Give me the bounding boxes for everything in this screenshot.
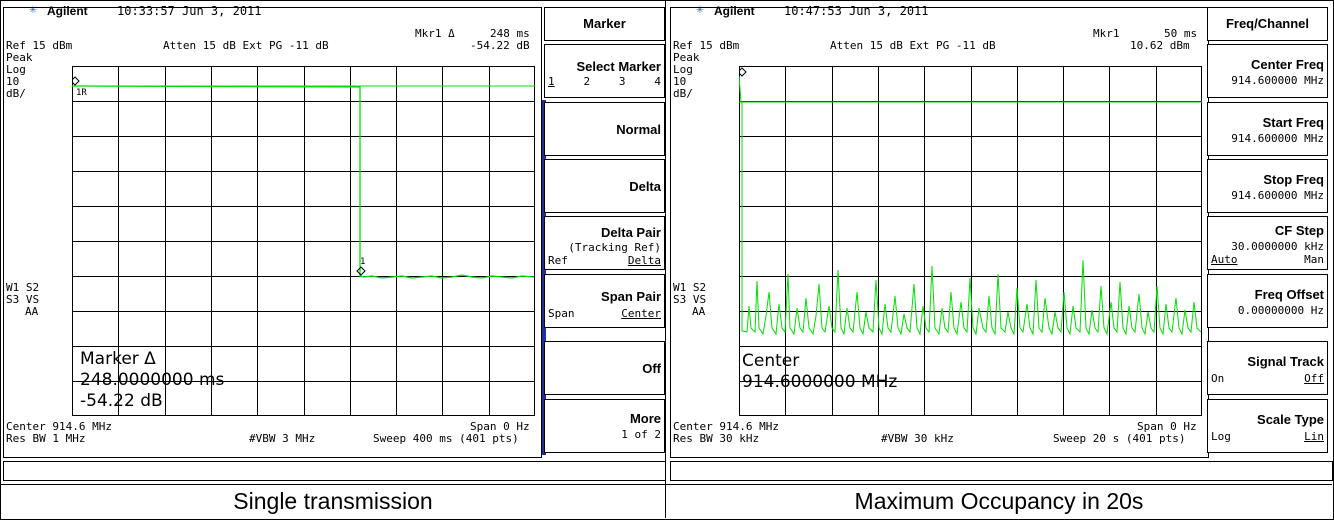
center-freq-key[interactable]: Center Freq 914.600000 MHz (1207, 44, 1328, 98)
trace-mode-w1s2: W1 S2 (6, 281, 40, 294)
status-bar (670, 461, 1333, 481)
ref-level: Ref 15 dBm (673, 39, 740, 52)
caption-left: Single transmission (233, 488, 433, 514)
sweep: Sweep 20 s (401 pts) (1053, 432, 1186, 445)
trace-mode-aa: AA (25, 305, 39, 318)
right-trace-line (739, 75, 1202, 336)
trace-mode-s3vs: S3 VS (6, 293, 40, 306)
cf-step-key[interactable]: CF Step 30.0000000 kHz Auto Man (1207, 216, 1328, 270)
left-trace-line (72, 85, 535, 279)
caption-right: Maximum Occupancy in 20s (854, 488, 1144, 514)
big-marker-title: Marker Δ (80, 349, 156, 369)
menu-title-marker: Marker (544, 7, 665, 41)
marker-readout-time: 50 ms (1164, 27, 1198, 40)
trace-mode-aa: AA (692, 305, 706, 318)
trace-graticule (739, 66, 1202, 416)
trace-mode-s3vs: S3 VS (673, 293, 707, 306)
signal-track-key[interactable]: Signal Track On Off (1207, 341, 1328, 395)
scale-num: 10 (6, 75, 20, 88)
center-freq: Center 914.6 MHz (6, 420, 112, 433)
attenuation: Atten 15 dB Ext PG -11 dB (830, 39, 996, 52)
marker-ref-label: 1R (76, 88, 87, 98)
scale-unit: dB/ (6, 87, 26, 100)
big-marker-time: 248.0000000 ms (80, 370, 225, 390)
span-pair-key[interactable]: Span Pair Span Center (544, 274, 665, 328)
big-center-title: Center (742, 351, 800, 371)
caption-divider (0, 484, 1332, 485)
screen-area (3, 7, 542, 458)
status-bar (3, 461, 666, 481)
scale-unit: dB/ (673, 87, 693, 100)
right-softkey-menu: Freq/Channel Center Freq 914.600000 MHz … (1207, 7, 1328, 459)
marker-1-diamond-icon (356, 266, 366, 276)
brand-label: Agilent (47, 4, 88, 18)
scale-num: 10 (673, 75, 687, 88)
attenuation: Atten 15 dB Ext PG -11 dB (163, 39, 329, 52)
res-bw: Res BW 1 MHz (6, 432, 86, 445)
stop-freq-key[interactable]: Stop Freq 914.600000 MHz (1207, 159, 1328, 213)
marker-readout-label: Mkr1 Δ (415, 27, 455, 40)
agilent-logo-icon: ✳ (29, 2, 37, 17)
timestamp: 10:33:57 Jun 3, 2011 (117, 4, 262, 18)
detector-peak: Peak (6, 51, 33, 64)
off-key[interactable]: Off (544, 341, 665, 395)
scale-log: Log (673, 63, 693, 76)
sweep: Sweep 400 ms (401 pts) (373, 432, 519, 445)
marker-1-diamond-icon (739, 67, 747, 77)
start-freq-key[interactable]: Start Freq 914.600000 MHz (1207, 102, 1328, 156)
ref-level: Ref 15 dBm (6, 39, 73, 52)
more-key[interactable]: More 1 of 2 (544, 399, 665, 453)
marker-readout-time: 248 ms (490, 27, 530, 40)
marker-readout-level: -54.22 dB (470, 39, 530, 52)
center-freq: Center 914.6 MHz (673, 420, 779, 433)
trace-graticule (72, 66, 535, 416)
vbw: #VBW 30 kHz (881, 432, 954, 445)
marker-readout-label: Mkr1 (1093, 27, 1120, 40)
panel-divider (665, 0, 666, 518)
timestamp: 10:47:53 Jun 3, 2011 (784, 4, 929, 18)
brand-label: Agilent (714, 4, 755, 18)
big-marker-level: -54.22 dB (80, 391, 163, 411)
delta-pair-key[interactable]: Delta Pair (Tracking Ref) Ref Delta (544, 216, 665, 270)
right-analyzer-panel: ✳ Agilent 10:47:53 Jun 3, 2011 Mkr1 50 m… (668, 0, 1333, 484)
span: Span 0 Hz (1137, 420, 1197, 433)
trace-mode-w1s2: W1 S2 (673, 281, 707, 294)
agilent-logo-icon: ✳ (696, 2, 704, 17)
left-analyzer-panel: ✳ Agilent 10:33:57 Jun 3, 2011 Mkr1 Δ 24… (1, 0, 666, 484)
vbw: #VBW 3 MHz (249, 432, 316, 445)
detector-peak: Peak (673, 51, 700, 64)
span: Span 0 Hz (470, 420, 530, 433)
scale-log: Log (6, 63, 26, 76)
normal-key[interactable]: Normal (544, 102, 665, 156)
freq-offset-key[interactable]: Freq Offset 0.00000000 Hz (1207, 274, 1328, 328)
res-bw: Res BW 30 kHz (673, 432, 760, 445)
delta-key[interactable]: Delta (544, 159, 665, 213)
menu-title-freq-channel: Freq/Channel (1207, 7, 1328, 41)
marker-ref-diamond-icon (72, 76, 80, 86)
scale-type-key[interactable]: Scale Type Log Lin (1207, 399, 1328, 453)
marker-1-label: 1 (360, 257, 366, 267)
big-center-freq: 914.6000000 MHz (742, 372, 898, 392)
marker-readout-level: 10.62 dBm (1130, 39, 1190, 52)
